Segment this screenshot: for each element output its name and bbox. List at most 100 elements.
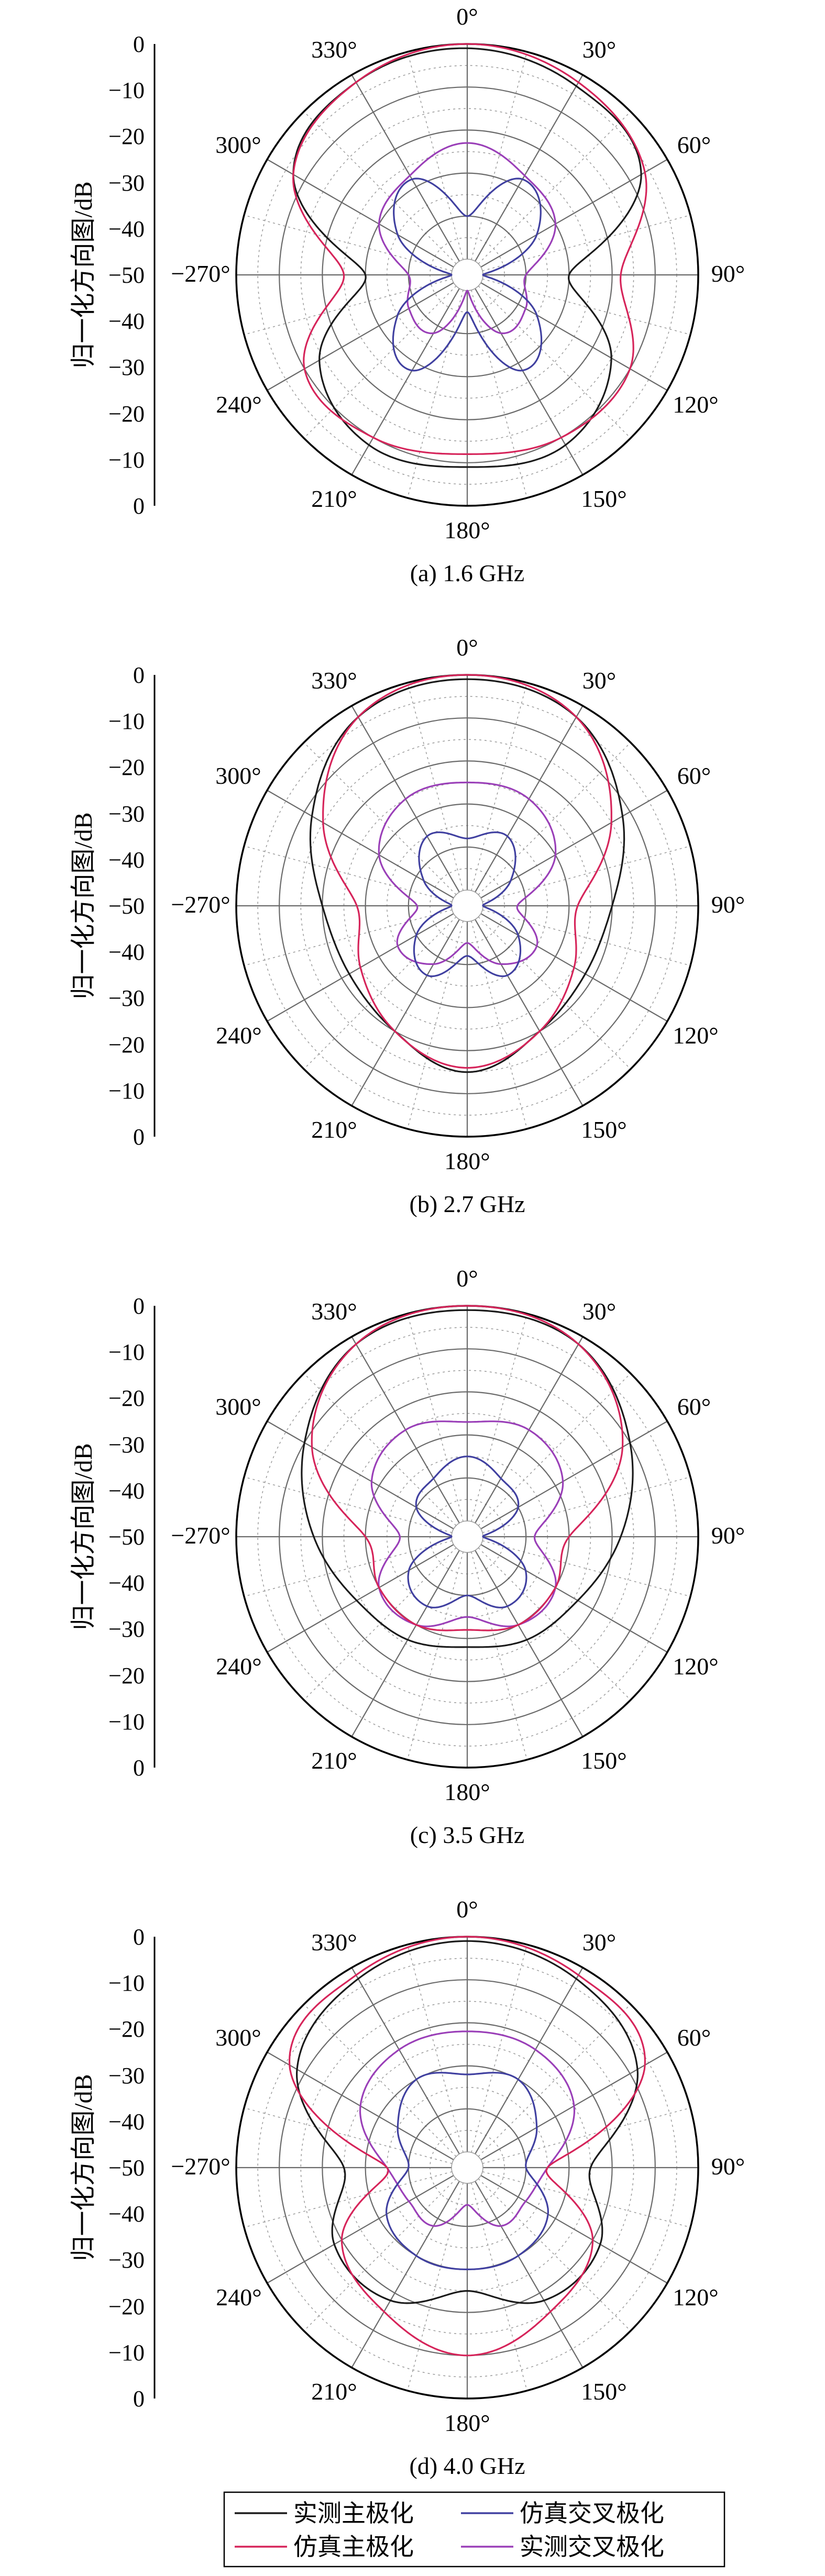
angle-label: 180° <box>444 517 490 543</box>
grid-spoke <box>267 1420 468 1537</box>
center-disk <box>451 2151 483 2184</box>
grid-spoke-minor <box>467 51 527 275</box>
angle-label: 240° <box>216 1653 261 1680</box>
r-tick-label: −40 <box>108 847 145 873</box>
angle-label: 240° <box>216 2284 261 2311</box>
grid-spoke-minor <box>467 1536 527 1760</box>
r-tick-label: −30 <box>108 801 145 827</box>
angle-label: 120° <box>673 1653 718 1680</box>
angle-label: 150° <box>581 2378 626 2405</box>
angle-label: 150° <box>581 485 626 512</box>
r-tick-label: −50 <box>108 893 145 919</box>
r-tick-label: −10 <box>108 447 145 473</box>
legend-item-sim-cross: 仿真交叉极化 <box>461 2500 664 2527</box>
r-tick-label: 0 <box>133 1124 145 1150</box>
legend-item-measured-co: 实测主极化 <box>235 2500 414 2527</box>
series-sim-cross <box>407 1456 527 1608</box>
grid-spoke-minor <box>407 905 468 1129</box>
r-tick-label: −20 <box>108 754 145 780</box>
r-tick-label: −30 <box>108 170 145 196</box>
angle-label: 0° <box>456 1265 478 1292</box>
polar-grid-d <box>235 1936 699 2400</box>
r-tick-label: −40 <box>108 939 145 965</box>
r-tick-label: −20 <box>108 124 145 149</box>
center-disk <box>451 1520 483 1553</box>
angle-label: 60° <box>677 2024 711 2051</box>
grid-spoke <box>267 1536 468 1653</box>
grid-spoke-minor <box>467 905 691 966</box>
polar-chart-d: 0 −10 −20 −30 −40 −50 −40 −30 −20 −10 0 … <box>70 1896 745 2479</box>
angle-label: 210° <box>311 1747 357 1774</box>
r-tick-label: −50 <box>108 262 145 288</box>
r-tick-label: −10 <box>108 708 145 734</box>
r-tick-label: −30 <box>108 354 145 380</box>
angle-label: 300° <box>215 2024 261 2051</box>
r-tick-label: −40 <box>108 1570 145 1596</box>
grid-spoke-minor <box>303 905 468 1070</box>
r-tick-label: −20 <box>108 1032 145 1058</box>
grid-spoke-minor <box>467 905 527 1129</box>
r-tick-label: −10 <box>108 2340 145 2366</box>
series-layer-c <box>301 1305 634 1648</box>
y-axis-label-b: 归一化方向图/dB <box>70 812 97 999</box>
r-tick-label: 0 <box>133 1293 145 1319</box>
r-tick-label: 0 <box>133 662 145 688</box>
angle-label: 90° <box>711 260 745 287</box>
series-sim-co <box>311 1305 624 1631</box>
angle-label: 330° <box>311 36 357 63</box>
grid-spoke <box>467 274 584 475</box>
angle-label: 90° <box>711 1522 745 1549</box>
r-tick-label: −50 <box>108 2155 145 2181</box>
series-sim-co <box>289 1936 646 2357</box>
grid-spoke-minor <box>303 2004 468 2168</box>
center-disk <box>451 259 483 291</box>
grid-spoke <box>467 2167 584 2368</box>
angle-labels-d: 0° 30° 60° 90° 120° 150° 180° 210° 240° … <box>171 1896 745 2436</box>
r-tick-label: −10 <box>108 1709 145 1735</box>
grid-spoke-minor <box>244 215 468 275</box>
grid-spoke <box>467 905 668 1022</box>
angle-label: 300° <box>215 131 261 158</box>
legend-label: 仿真主极化 <box>293 2534 414 2560</box>
chart-caption-a: (a) 1.6 GHz <box>410 560 524 586</box>
r-tick-label: 0 <box>133 31 145 57</box>
grid-spoke-minor <box>467 1476 691 1537</box>
series-measured-cross <box>378 781 557 965</box>
angle-label: 120° <box>673 1022 718 1049</box>
angle-label: 330° <box>311 1298 357 1325</box>
r-tick-label: −30 <box>108 2063 145 2089</box>
grid-spoke-minor <box>244 846 468 906</box>
angle-label: 90° <box>711 2153 745 2180</box>
grid-spoke-minor <box>467 2167 527 2391</box>
grid-spoke <box>467 1420 668 1537</box>
angle-label: 90° <box>711 891 745 918</box>
r-tick-label: −30 <box>108 1432 145 1458</box>
angle-label: 120° <box>673 391 718 418</box>
angle-label: 180° <box>444 1148 490 1174</box>
series-sim-cross <box>392 177 543 372</box>
grid-spoke-minor <box>467 682 527 906</box>
grid-spoke <box>351 1536 468 1737</box>
series-measured-cross <box>370 1420 564 1627</box>
grid-spoke <box>467 905 584 1106</box>
grid-spoke <box>351 2167 468 2368</box>
r-tick-label: −20 <box>108 2016 145 2042</box>
grid-spoke <box>467 159 668 275</box>
grid-spoke <box>467 705 584 906</box>
polar-chart-a: 0 −10 −20 −30 −40 −50 −40 −30 −20 −10 0 … <box>70 3 745 586</box>
angle-label: 30° <box>582 667 616 694</box>
legend-item-measured-cross: 实测交叉极化 <box>461 2534 664 2560</box>
grid-spoke-minor <box>467 111 631 275</box>
r-tick-label: −20 <box>108 1385 145 1411</box>
chart-caption-c: (c) 3.5 GHz <box>410 1822 524 1848</box>
grid-spoke-minor <box>467 2004 631 2168</box>
grid-spoke-minor <box>467 2167 691 2228</box>
grid-spoke-minor <box>303 111 468 275</box>
grid-spoke <box>467 274 668 391</box>
grid-spoke <box>351 1967 468 2168</box>
grid-spoke <box>267 905 468 1022</box>
angle-label: 180° <box>444 1779 490 1805</box>
legend-label: 仿真交叉极化 <box>520 2500 664 2527</box>
y-axis-label-a: 归一化方向图/dB <box>70 181 97 368</box>
